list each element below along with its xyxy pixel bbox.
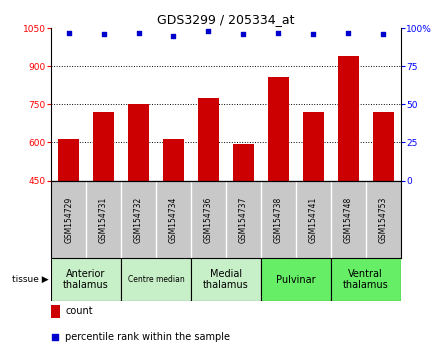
Bar <box>268 76 289 181</box>
Bar <box>93 112 114 181</box>
Text: Pulvinar: Pulvinar <box>276 275 316 285</box>
Bar <box>121 258 191 301</box>
Bar <box>331 258 400 301</box>
Point <box>170 33 177 39</box>
Bar <box>303 112 324 181</box>
Text: GSM154736: GSM154736 <box>204 196 213 243</box>
Text: percentile rank within the sample: percentile rank within the sample <box>65 332 230 342</box>
Bar <box>261 258 331 301</box>
Text: Anterior
thalamus: Anterior thalamus <box>63 269 109 291</box>
Bar <box>372 112 393 181</box>
Text: count: count <box>65 307 93 316</box>
Point <box>275 30 282 36</box>
Text: GSM154731: GSM154731 <box>99 196 108 242</box>
Text: GSM154753: GSM154753 <box>379 196 388 243</box>
Bar <box>198 98 219 181</box>
Bar <box>163 139 184 181</box>
Text: Ventral
thalamus: Ventral thalamus <box>343 269 388 291</box>
Title: GDS3299 / 205334_at: GDS3299 / 205334_at <box>157 13 295 26</box>
Bar <box>233 144 254 181</box>
Bar <box>51 258 121 301</box>
Point <box>310 32 317 37</box>
Text: Medial
thalamus: Medial thalamus <box>203 269 249 291</box>
Point <box>380 32 387 37</box>
Text: GSM154734: GSM154734 <box>169 196 178 243</box>
Bar <box>58 139 79 181</box>
Point <box>100 32 107 37</box>
Text: Centre median: Centre median <box>128 275 184 284</box>
Text: GSM154741: GSM154741 <box>309 196 318 242</box>
Bar <box>51 304 60 318</box>
Point <box>135 30 142 36</box>
Bar <box>128 104 149 181</box>
Point <box>344 30 352 36</box>
Point <box>240 32 247 37</box>
Text: tissue ▶: tissue ▶ <box>12 275 49 284</box>
Text: GSM154748: GSM154748 <box>344 196 352 242</box>
Text: GSM154738: GSM154738 <box>274 196 283 242</box>
Text: GSM154729: GSM154729 <box>64 196 73 242</box>
Bar <box>338 56 359 181</box>
Bar <box>191 258 261 301</box>
Text: GSM154737: GSM154737 <box>239 196 248 243</box>
Point <box>65 30 72 36</box>
Point <box>52 334 59 339</box>
Text: GSM154732: GSM154732 <box>134 196 143 242</box>
Point <box>205 29 212 34</box>
